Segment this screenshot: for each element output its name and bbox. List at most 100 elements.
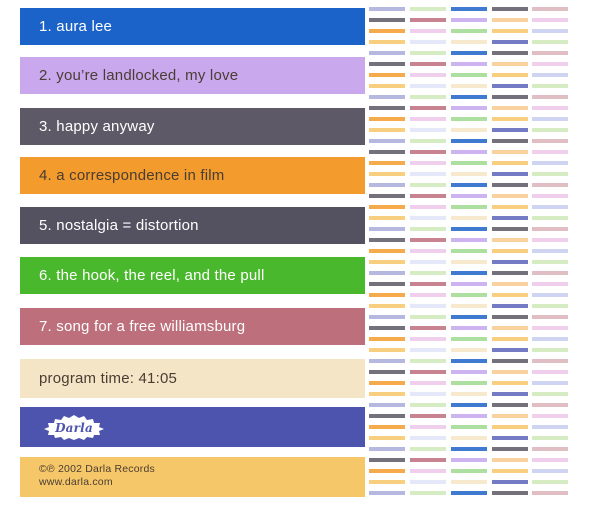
- stripe-mark: [451, 216, 487, 220]
- stripe-mark: [492, 447, 528, 451]
- stripe-mark: [532, 403, 568, 407]
- stripe-mark: [492, 403, 528, 407]
- stripe-mark: [369, 282, 405, 286]
- stripe-mark: [410, 260, 446, 264]
- stripe-mark: [410, 106, 446, 110]
- stripe-mark: [492, 238, 528, 242]
- stripe-mark: [492, 128, 528, 132]
- stripe-mark: [369, 271, 405, 275]
- stripe-mark: [410, 161, 446, 165]
- stripe-mark: [410, 348, 446, 352]
- stripe-mark: [410, 480, 446, 484]
- stripe-mark: [369, 73, 405, 77]
- stripe-mark: [369, 7, 405, 11]
- stripe-mark: [532, 84, 568, 88]
- stripe-mark: [451, 469, 487, 473]
- stripe-mark: [369, 359, 405, 363]
- stripe-mark: [451, 18, 487, 22]
- stripe-mark: [369, 150, 405, 154]
- stripe-mark: [532, 205, 568, 209]
- stripe-mark: [410, 414, 446, 418]
- track-4-title: 4. a correspondence in film: [39, 167, 225, 184]
- stripe-mark: [492, 436, 528, 440]
- stripe-mark: [410, 73, 446, 77]
- stripe-mark: [492, 359, 528, 363]
- stripe-mark: [369, 315, 405, 319]
- stripe-mark: [410, 326, 446, 330]
- stripe-mark: [369, 117, 405, 121]
- stripe-mark: [492, 51, 528, 55]
- stripe-mark: [532, 469, 568, 473]
- stripe-mark: [451, 458, 487, 462]
- stripe-mark: [451, 51, 487, 55]
- stripe-mark: [451, 359, 487, 363]
- stripe-mark: [410, 62, 446, 66]
- stripe-mark: [492, 194, 528, 198]
- stripe-mark: [369, 51, 405, 55]
- stripe-mark: [492, 117, 528, 121]
- stripe-mark: [451, 183, 487, 187]
- stripe-mark: [492, 183, 528, 187]
- stripe-mark: [369, 29, 405, 33]
- stripe-mark: [369, 392, 405, 396]
- stripe-mark: [492, 205, 528, 209]
- stripe-mark: [492, 425, 528, 429]
- stripe-mark: [410, 51, 446, 55]
- track-5-title: 5. nostalgia = distortion: [39, 217, 199, 234]
- stripe-mark: [492, 381, 528, 385]
- stripe-mark: [532, 491, 568, 495]
- stripe-mark: [410, 315, 446, 319]
- stripe-mark: [532, 425, 568, 429]
- stripe-mark: [369, 370, 405, 374]
- track-3: 3. happy anyway: [20, 108, 365, 145]
- track-3-title: 3. happy anyway: [39, 118, 155, 135]
- copyright-band: ©℗ 2002 Darla Records www.darla.com: [20, 457, 365, 497]
- stripe-mark: [410, 337, 446, 341]
- stripe-mark: [369, 183, 405, 187]
- track-6: 6. the hook, the reel, and the pull: [20, 257, 365, 294]
- stripe-mark: [492, 271, 528, 275]
- stripe-mark: [410, 172, 446, 176]
- stripe-mark: [369, 62, 405, 66]
- stripe-mark: [369, 84, 405, 88]
- stripe-mark: [532, 293, 568, 297]
- stripe-mark: [532, 227, 568, 231]
- stripe-mark: [451, 315, 487, 319]
- stripe-mark: [369, 194, 405, 198]
- stripe-mark: [369, 381, 405, 385]
- stripe-mark: [492, 7, 528, 11]
- stripe-mark: [451, 282, 487, 286]
- stripe-mark: [410, 216, 446, 220]
- stripe-mark: [369, 40, 405, 44]
- stripe-mark: [492, 84, 528, 88]
- stripe-mark: [410, 436, 446, 440]
- stripe-mark: [451, 150, 487, 154]
- stripe-mark: [492, 216, 528, 220]
- stripe-mark: [451, 480, 487, 484]
- stripe-mark: [410, 447, 446, 451]
- stripe-mark: [410, 392, 446, 396]
- stripe-mark: [369, 425, 405, 429]
- stripe-mark: [451, 62, 487, 66]
- stripe-mark: [492, 469, 528, 473]
- stripe-mark: [492, 370, 528, 374]
- stripe-mark: [532, 326, 568, 330]
- stripe-mark: [451, 29, 487, 33]
- stripe-mark: [492, 304, 528, 308]
- website-link[interactable]: www.darla.com: [39, 476, 113, 488]
- stripe-mark: [451, 238, 487, 242]
- stripe-mark: [451, 95, 487, 99]
- stripe-mark: [532, 139, 568, 143]
- program-time-label: program time: 41:05: [39, 370, 178, 387]
- stripe-mark: [532, 150, 568, 154]
- stripe-mark: [492, 73, 528, 77]
- stripe-mark: [451, 249, 487, 253]
- stripe-mark: [369, 491, 405, 495]
- stripe-mark: [451, 447, 487, 451]
- stripe-mark: [369, 128, 405, 132]
- stripe-mark: [451, 205, 487, 209]
- stripe-mark: [410, 425, 446, 429]
- stripe-mark: [492, 62, 528, 66]
- stripe-mark: [410, 469, 446, 473]
